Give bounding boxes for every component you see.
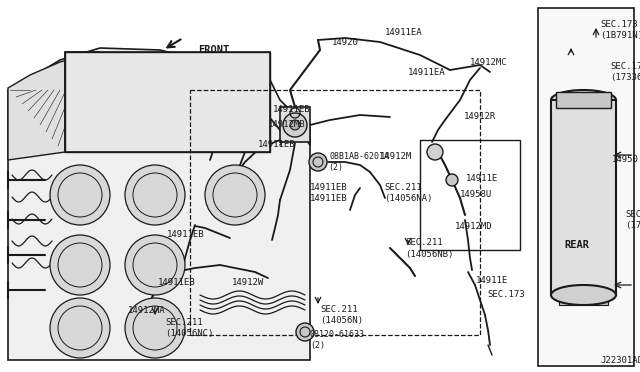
Bar bbox=[559, 290, 608, 305]
Text: 14911EB: 14911EB bbox=[167, 230, 205, 239]
Text: (2): (2) bbox=[328, 163, 343, 172]
Text: 14911E: 14911E bbox=[476, 276, 508, 285]
Text: 08120-61633: 08120-61633 bbox=[310, 330, 365, 339]
Circle shape bbox=[50, 235, 110, 295]
Text: 14911EA: 14911EA bbox=[408, 68, 445, 77]
Bar bbox=[551, 100, 616, 295]
Circle shape bbox=[283, 113, 307, 137]
Text: REAR: REAR bbox=[564, 240, 589, 250]
Circle shape bbox=[290, 120, 300, 130]
Text: SEC.211: SEC.211 bbox=[320, 305, 358, 314]
Text: 14912MA: 14912MA bbox=[128, 306, 166, 315]
Circle shape bbox=[205, 165, 265, 225]
Text: J22301AD: J22301AD bbox=[600, 356, 640, 365]
Text: 14950: 14950 bbox=[612, 155, 639, 164]
Text: SEC.173: SEC.173 bbox=[600, 20, 637, 29]
Text: 14911EB: 14911EB bbox=[273, 105, 310, 114]
Text: (1B791N): (1B791N) bbox=[600, 31, 640, 40]
Bar bbox=[420, 140, 520, 250]
Ellipse shape bbox=[551, 90, 616, 110]
Text: (14056NA): (14056NA) bbox=[384, 194, 433, 203]
Text: 14911EB: 14911EB bbox=[310, 183, 348, 192]
Text: (17336YA): (17336YA) bbox=[610, 73, 640, 82]
Text: (17335K): (17335K) bbox=[625, 221, 640, 230]
Circle shape bbox=[50, 165, 110, 225]
Circle shape bbox=[50, 298, 110, 358]
Text: 14958U: 14958U bbox=[460, 190, 492, 199]
Circle shape bbox=[296, 323, 314, 341]
Polygon shape bbox=[8, 48, 310, 360]
Text: 14911EB: 14911EB bbox=[158, 278, 196, 287]
Text: SEC.173: SEC.173 bbox=[625, 210, 640, 219]
Text: 14920: 14920 bbox=[332, 38, 359, 47]
Text: 14912MC: 14912MC bbox=[470, 58, 508, 67]
Text: 14912MB: 14912MB bbox=[268, 120, 306, 129]
Text: SEC.211: SEC.211 bbox=[165, 318, 203, 327]
Text: FRONT: FRONT bbox=[198, 45, 229, 55]
Ellipse shape bbox=[551, 285, 616, 305]
Bar bbox=[190, 90, 480, 335]
Circle shape bbox=[427, 144, 443, 160]
Text: 14911E: 14911E bbox=[466, 174, 499, 183]
Circle shape bbox=[309, 153, 327, 171]
Text: SEC.211: SEC.211 bbox=[405, 238, 443, 247]
Bar bbox=[280, 107, 310, 142]
Polygon shape bbox=[8, 52, 100, 160]
Circle shape bbox=[125, 235, 185, 295]
Text: SEC.211: SEC.211 bbox=[384, 183, 422, 192]
Bar bbox=[65, 52, 270, 152]
Circle shape bbox=[125, 165, 185, 225]
Text: (14056NB): (14056NB) bbox=[405, 250, 453, 259]
Bar bbox=[556, 92, 611, 108]
Bar bbox=[538, 8, 634, 366]
Text: 14911EB: 14911EB bbox=[310, 194, 348, 203]
Text: 08B1AB-6201A: 08B1AB-6201A bbox=[330, 152, 390, 161]
Text: SEC.173: SEC.173 bbox=[487, 290, 525, 299]
Text: SEC.173: SEC.173 bbox=[610, 62, 640, 71]
Circle shape bbox=[446, 174, 458, 186]
Text: 14912W: 14912W bbox=[232, 278, 264, 287]
Text: (14056N): (14056N) bbox=[320, 316, 363, 325]
Text: 14911EA: 14911EA bbox=[385, 28, 422, 37]
Text: 14911EB: 14911EB bbox=[258, 140, 296, 149]
Text: 14912MD: 14912MD bbox=[455, 222, 493, 231]
Text: (2): (2) bbox=[310, 341, 325, 350]
Text: 14912M: 14912M bbox=[380, 152, 412, 161]
Bar bbox=[65, 52, 270, 152]
Circle shape bbox=[125, 298, 185, 358]
Text: 14912R: 14912R bbox=[464, 112, 496, 121]
Text: (14056NC): (14056NC) bbox=[165, 329, 213, 338]
